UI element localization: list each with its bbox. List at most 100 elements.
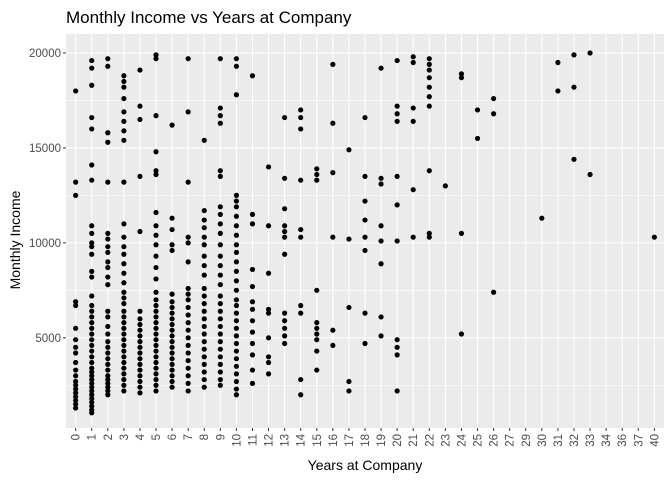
data-point [89,268,95,274]
data-point [217,301,223,307]
data-point [121,137,127,143]
y-tick-label: 10000 [29,238,61,250]
data-point [314,171,320,178]
data-point [571,52,577,58]
data-point [153,232,159,238]
data-point [217,221,223,227]
data-point [233,242,239,248]
data-point [201,242,207,248]
data-point [105,380,111,386]
data-point [169,310,175,316]
data-point [378,175,384,181]
data-point [410,105,416,111]
data-point [314,367,320,373]
data-point [137,384,143,390]
data-point [233,249,239,255]
data-point [137,321,143,328]
data-point [137,116,143,123]
x-tick-label: 3 [119,434,131,440]
data-point [217,173,223,180]
data-point [217,361,223,367]
data-point [105,282,111,288]
data-point [73,405,79,411]
data-point [89,177,95,183]
data-point [121,251,127,257]
data-point [185,109,191,115]
data-point [330,170,336,176]
data-point [73,390,79,396]
data-point [217,272,223,278]
data-point [362,217,368,223]
data-point [89,380,95,386]
data-point [105,249,111,255]
data-point [233,92,239,98]
data-point [169,291,175,297]
data-point [298,114,304,121]
data-point [89,410,95,416]
data-point [121,320,127,326]
data-point [89,251,95,257]
data-point [137,361,143,367]
x-tick-label: 2 [103,434,115,440]
data-point [169,242,175,248]
data-point [121,388,127,394]
data-point [233,223,239,229]
data-point [282,325,288,331]
data-point [249,299,256,305]
data-point [249,73,256,79]
data-point [233,192,239,198]
data-point [394,337,400,343]
data-point [330,234,336,240]
data-point [89,223,95,229]
data-point [201,308,207,314]
data-point [105,323,111,330]
data-point [153,253,159,259]
data-point [426,56,432,62]
data-point [185,365,191,371]
data-point [73,192,79,198]
data-point [105,314,111,320]
x-tick-label: 18 [360,434,372,447]
data-point [89,337,95,343]
data-point [314,320,320,326]
data-point [73,344,79,350]
data-point [89,384,95,390]
data-point [169,344,175,350]
data-point [233,378,239,385]
data-point [314,348,320,354]
data-point [153,289,159,295]
data-point [153,308,159,314]
data-point [201,361,207,367]
data-point [298,107,304,113]
data-point [346,147,352,153]
data-point [105,331,111,337]
data-point [185,304,191,311]
data-point [137,356,143,362]
data-point [233,287,239,293]
data-point [410,54,416,60]
data-point [201,346,207,352]
data-point [298,302,304,309]
data-point [378,223,384,229]
data-point [458,75,465,81]
data-point [474,107,481,113]
x-tick-label: 7 [183,434,195,440]
data-point [249,211,256,217]
data-point [233,333,239,339]
data-point [378,333,384,339]
data-point [137,367,143,373]
data-point [217,331,223,337]
data-point [105,230,111,236]
data-point [73,179,79,185]
data-point [169,316,175,322]
data-point [201,234,207,240]
data-point [185,388,191,394]
data-point [330,120,336,126]
data-point [73,373,79,379]
x-tick-label: 6 [167,434,179,440]
data-point [153,223,159,229]
data-point [410,59,416,66]
data-point [249,352,256,358]
data-point [121,270,127,276]
x-tick-label: 20 [392,434,404,447]
